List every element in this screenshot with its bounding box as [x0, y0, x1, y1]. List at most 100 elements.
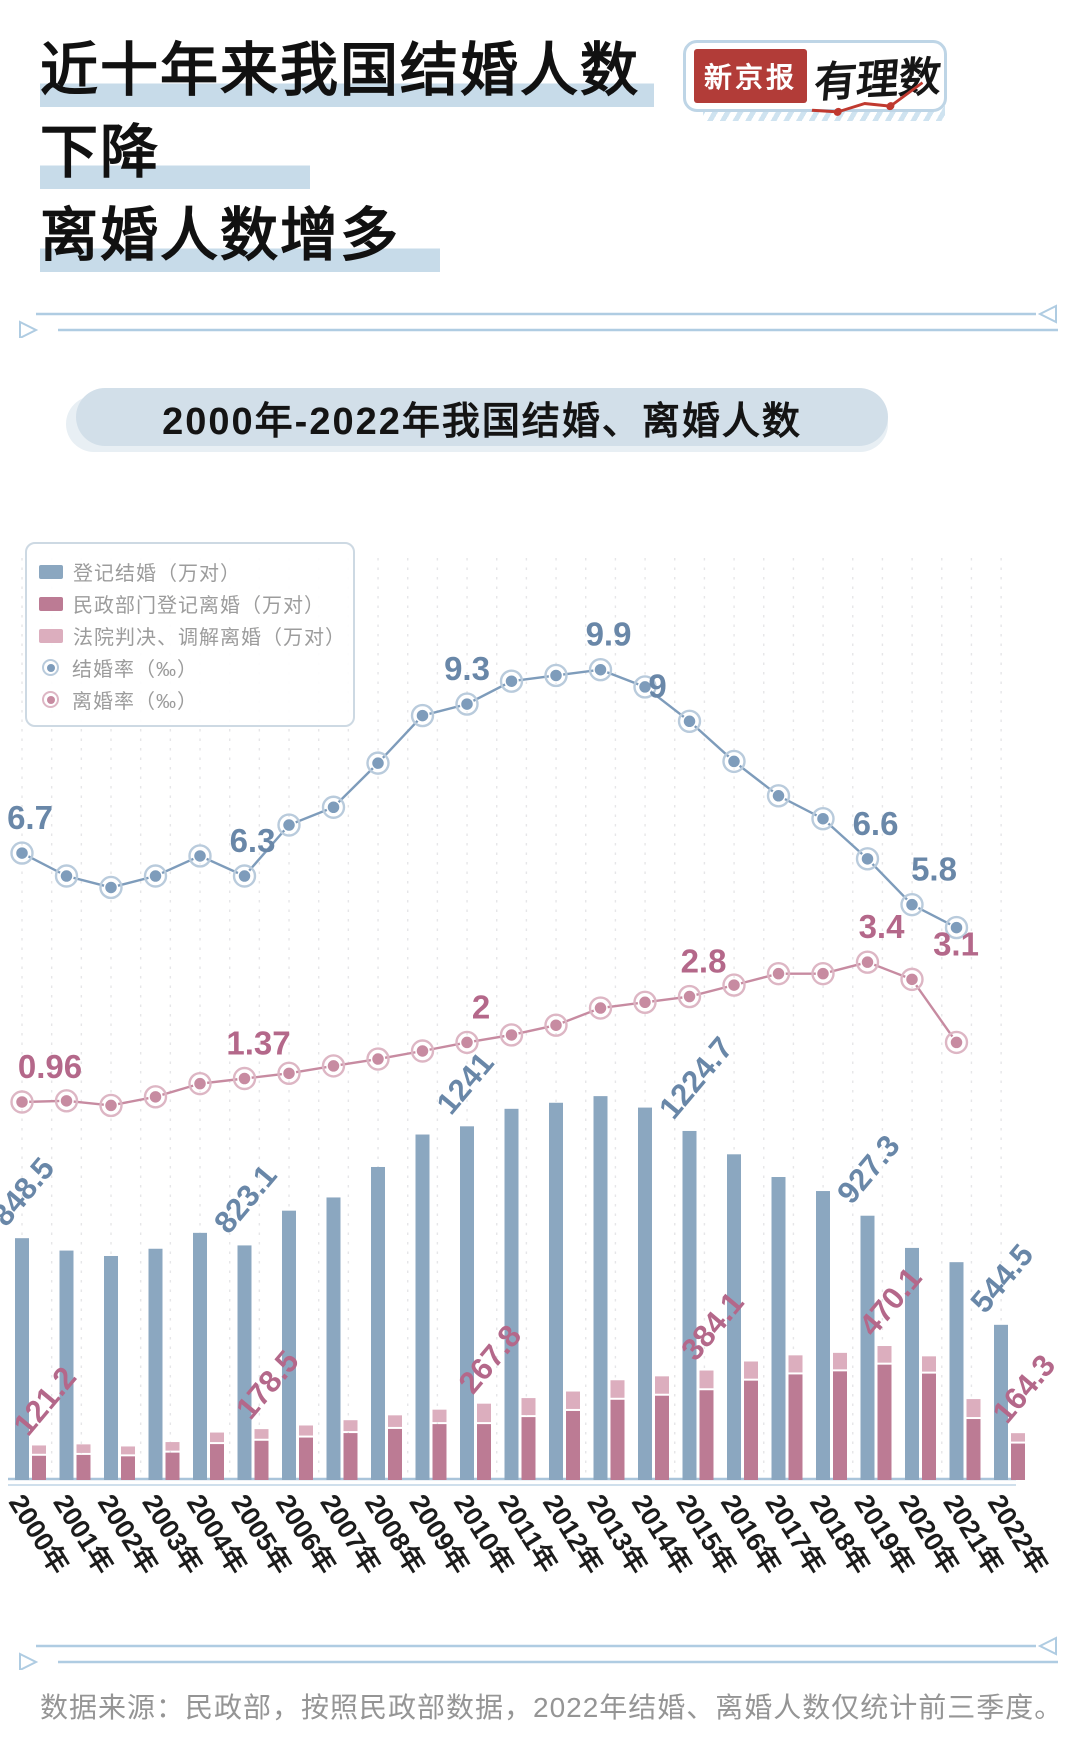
legend-label: 离婚率（‰） [72, 691, 198, 713]
divorce-court-bar [299, 1425, 313, 1436]
divorce-rate-point [722, 973, 746, 997]
marriage-rate-point [900, 892, 924, 917]
divorce-rate-point [771, 966, 786, 981]
marriage-bar [994, 1324, 1008, 1480]
divorce-court-bar [388, 1415, 402, 1427]
legend-swatch-icon [39, 628, 63, 643]
divorce-rate-point [321, 1054, 346, 1078]
marriage-bar [816, 1191, 830, 1480]
divorce-civil-bar [922, 1373, 936, 1480]
divorce-civil-bar [121, 1456, 135, 1480]
marriage-rate-label: 9 [648, 667, 666, 704]
divorce-court-bar [699, 1370, 714, 1389]
divorce-rate-point [860, 954, 875, 970]
marriage-bar [15, 1238, 29, 1480]
marriage-rate-line [10, 658, 969, 940]
divorce-civil-bar [833, 1371, 847, 1480]
legend-item: 结婚率（‰） [39, 653, 343, 682]
marriage-rate-point [103, 880, 119, 895]
divorce-rate-label: 3.1 [933, 925, 979, 962]
marriage-rate-point [633, 675, 657, 699]
divorce-court-bar [32, 1445, 46, 1454]
section-title-text: 2000年-2022年我国结婚、离婚人数 [162, 400, 802, 443]
divorce-rate-point [726, 977, 742, 993]
marriage-rate-point [54, 864, 79, 888]
divorce-rate-point [326, 1058, 341, 1074]
divorce-rate-point [811, 961, 835, 986]
marriage-rate-point [855, 847, 880, 871]
divorce-rate-point [54, 1089, 79, 1113]
marriage-rate-point [459, 696, 475, 712]
divorce-rate-point [370, 1051, 386, 1067]
divorce-civil-bar [477, 1424, 491, 1480]
marriage-bar [638, 1107, 652, 1480]
divorce-civil-bar [210, 1444, 224, 1480]
marriage-rate-point [504, 673, 519, 689]
divorce-court-bar [210, 1432, 224, 1443]
marriage-rate-point [370, 755, 386, 771]
legend-label: 结婚率（‰） [72, 659, 198, 681]
divorce-court-bar [1011, 1433, 1025, 1442]
marriage-rate-point [771, 788, 786, 804]
divorce-court-bar [788, 1355, 803, 1373]
legend-marker-icon [42, 691, 59, 708]
divorce-rate-point [237, 1071, 252, 1086]
legend-swatch-icon [39, 596, 63, 611]
divorce-civil-bar [1011, 1443, 1025, 1480]
divorce-court-bar [877, 1346, 892, 1363]
marriage-rate-point [99, 875, 123, 900]
marriage-bar [415, 1134, 430, 1480]
divorce-rate-point [143, 1085, 168, 1109]
divorce-court-bar [744, 1361, 758, 1379]
divorce-rate-point [504, 1027, 519, 1043]
marriage-rate-point [10, 841, 34, 865]
marriage-bar [549, 1102, 563, 1480]
divorce-court-bar [922, 1356, 936, 1372]
marriage-rate-point [811, 807, 835, 831]
marriage-rate-point [192, 848, 208, 864]
divorce-civil-bar [165, 1452, 180, 1480]
divorce-rate-point [904, 972, 920, 987]
marriage-rate-label: 6.3 [230, 822, 276, 859]
divorce-rate-point [548, 1017, 564, 1033]
marriage-rate-label: 9.3 [444, 650, 490, 687]
divorce-court-bar [966, 1399, 981, 1418]
marriage-rate-point [281, 817, 297, 833]
divorce-rate-point [815, 966, 831, 981]
marriage-bar [593, 1096, 608, 1480]
divorce-rate-point [677, 984, 702, 1009]
marriage-bar-label: 848.5 [0, 1151, 61, 1233]
divorce-court-bar [432, 1409, 447, 1423]
divorce-rate-label: 1.37 [226, 1024, 290, 1061]
divorce-civil-bar [32, 1455, 46, 1480]
divorce-civil-bar [254, 1440, 269, 1480]
legend-marker-icon [42, 659, 59, 676]
divorce-court-bar [76, 1444, 91, 1453]
marriage-rate-point [232, 864, 257, 888]
rate-value-labels: 6.7 6.3 9.3 9.9 9 6.6 5.8 0.96 1.37 2 2.8 3.4 3.1 [7, 616, 979, 1085]
divorce-civil-bar [788, 1374, 803, 1480]
divorce-civil-bar [432, 1424, 447, 1480]
divorce-rate-point [103, 1098, 119, 1113]
divorce-court-bar [165, 1442, 180, 1451]
divorce-civil-bar [343, 1433, 358, 1480]
marriage-rate-point [455, 692, 479, 716]
legend-item: 法院判决、调解离婚（万对） [39, 621, 345, 650]
divorce-rate-label: 3.4 [859, 908, 906, 945]
divorce-rate-point [593, 1000, 608, 1016]
divorce-civil-bar [610, 1399, 625, 1480]
divorce-rate-point [188, 1071, 212, 1096]
legend-swatch-icon [39, 564, 63, 579]
marriage-bar [460, 1126, 474, 1480]
marriage-bar-label: 1224.7 [652, 1030, 740, 1125]
divorce-court-bar [254, 1429, 269, 1439]
marriage-bars [15, 1096, 1008, 1480]
marriage-bar [682, 1130, 697, 1480]
divorce-civil-bar [76, 1454, 91, 1480]
divorce-rate-point [410, 1039, 435, 1063]
publisher-logo: 新京报 有理数 [683, 40, 947, 116]
marriage-rate-point [682, 714, 697, 729]
marriage-rate-point [148, 868, 163, 884]
marriage-bar [193, 1232, 207, 1480]
